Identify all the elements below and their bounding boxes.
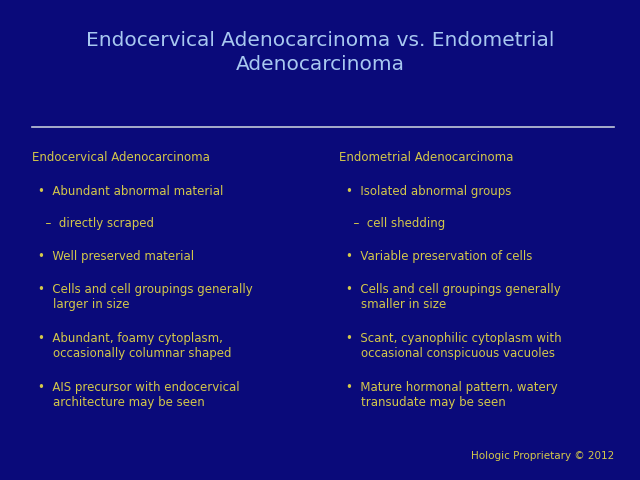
Text: •  Isolated abnormal groups: • Isolated abnormal groups: [346, 185, 511, 198]
Text: •  Abundant, foamy cytoplasm,
    occasionally columnar shaped: • Abundant, foamy cytoplasm, occasionall…: [38, 332, 232, 360]
Text: •  Abundant abnormal material: • Abundant abnormal material: [38, 185, 224, 198]
Text: –  cell shedding: – cell shedding: [346, 217, 445, 230]
Text: •  Cells and cell groupings generally
    smaller in size: • Cells and cell groupings generally sma…: [346, 283, 561, 311]
Text: •  Mature hormonal pattern, watery
    transudate may be seen: • Mature hormonal pattern, watery transu…: [346, 381, 557, 409]
Text: •  AIS precursor with endocervical
    architecture may be seen: • AIS precursor with endocervical archit…: [38, 381, 240, 409]
Text: Hologic Proprietary © 2012: Hologic Proprietary © 2012: [471, 451, 614, 461]
Text: Endocervical Adenocarcinoma: Endocervical Adenocarcinoma: [32, 151, 210, 164]
Text: •  Scant, cyanophilic cytoplasm with
    occasional conspicuous vacuoles: • Scant, cyanophilic cytoplasm with occa…: [346, 332, 561, 360]
Text: •  Cells and cell groupings generally
    larger in size: • Cells and cell groupings generally lar…: [38, 283, 253, 311]
Text: •  Variable preservation of cells: • Variable preservation of cells: [346, 250, 532, 263]
Text: •  Well preserved material: • Well preserved material: [38, 250, 195, 263]
Text: Endocervical Adenocarcinoma vs. Endometrial
Adenocarcinoma: Endocervical Adenocarcinoma vs. Endometr…: [86, 31, 554, 74]
Text: Endometrial Adenocarcinoma: Endometrial Adenocarcinoma: [339, 151, 513, 164]
Text: –  directly scraped: – directly scraped: [38, 217, 154, 230]
